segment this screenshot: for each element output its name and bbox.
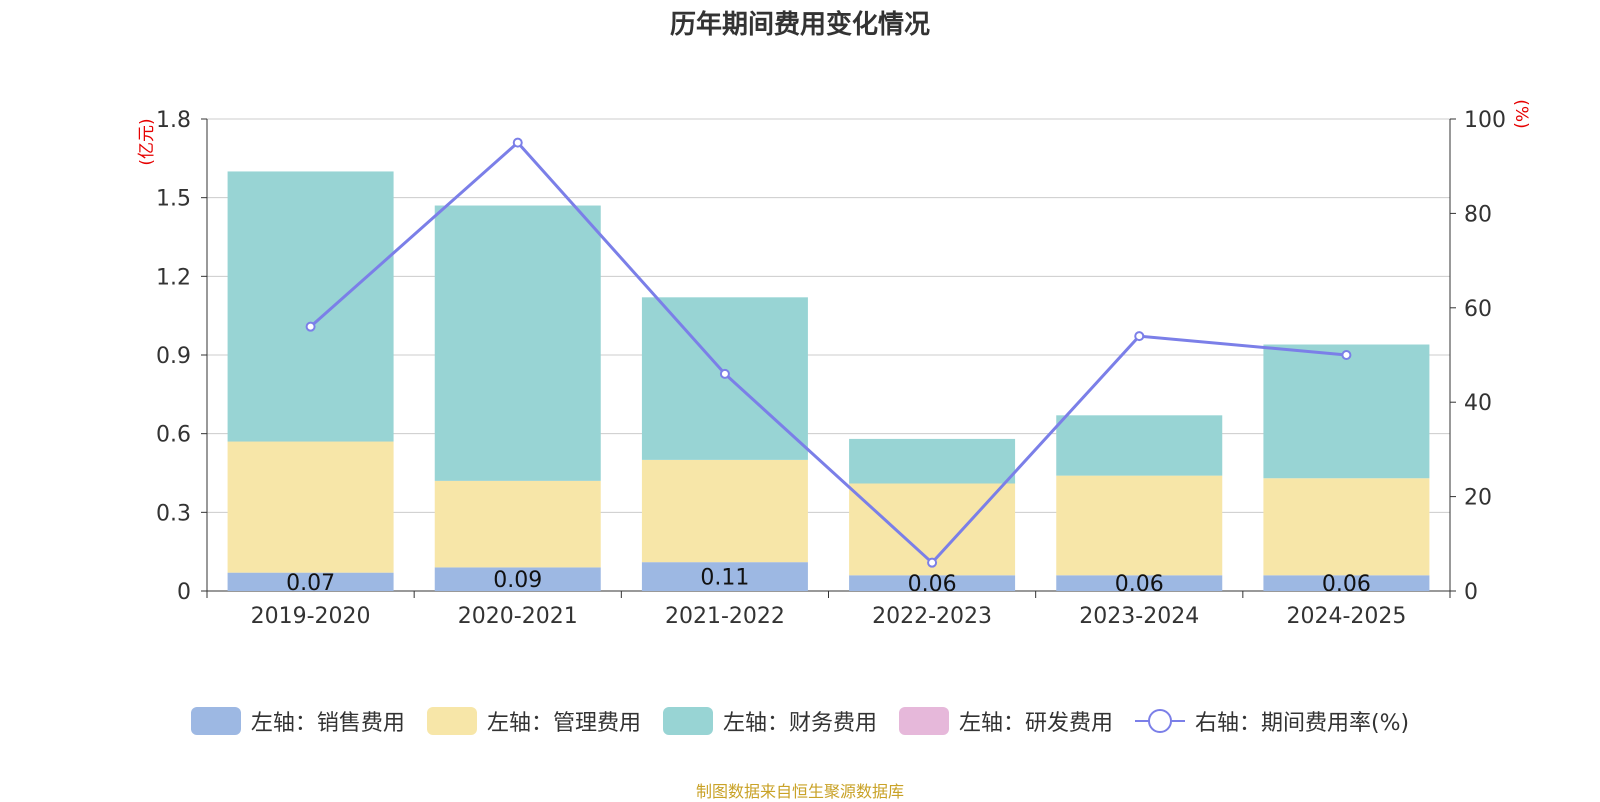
right-axis-tick-label: 60: [1464, 297, 1492, 322]
legend-swatch: [426, 707, 477, 735]
legend-swatch: [662, 707, 713, 735]
bar-segment: [1263, 575, 1430, 591]
bar-segment: [1056, 415, 1223, 476]
x-axis-tick-label: 2020-2021: [458, 604, 578, 629]
legend-label: 左轴：研发费用: [958, 711, 1113, 736]
legend-label: 右轴：期间费用率(%): [1194, 711, 1410, 736]
x-axis-tick-label: 2022-2023: [872, 604, 992, 629]
legend-label: 左轴：财务费用: [722, 711, 877, 736]
right-axis-tick-label: 80: [1464, 202, 1492, 227]
rate-point: [305, 321, 316, 332]
right-axis-tick-label: 0: [1464, 580, 1478, 605]
left-axis-tick-label: 1.8: [156, 108, 191, 133]
right-axis-unit: (%): [1511, 99, 1531, 128]
left-axis-tick-label: 1.2: [156, 265, 191, 290]
right-axis-tick-label: 40: [1464, 391, 1492, 416]
bar-segment: [1263, 478, 1430, 576]
bar-data-label: 0.07: [286, 571, 335, 596]
left-axis-tick-label: 0: [177, 580, 191, 605]
legend-label: 左轴：销售费用: [250, 711, 405, 736]
legend-swatch: [898, 707, 949, 735]
left-axis-tick-label: 0.6: [156, 423, 191, 448]
rate-point: [927, 557, 938, 568]
legend-item[interactable]: 右轴：期间费用率(%): [1134, 705, 1410, 737]
legend-item[interactable]: 左轴：财务费用: [662, 705, 877, 737]
legend-label: 左轴：管理费用: [486, 711, 641, 736]
bar-segment: [227, 572, 394, 591]
x-axis-tick-label: 2023-2024: [1079, 604, 1199, 629]
legend-item[interactable]: 左轴：研发费用: [898, 705, 1113, 737]
bar-segment: [1056, 575, 1223, 591]
bar-segment: [849, 575, 1016, 591]
chart-title: 历年期间费用变化情况: [669, 10, 930, 40]
bar-segment: [227, 171, 394, 442]
bar-data-label: 0.06: [1322, 572, 1371, 597]
rate-line: [309, 140, 1347, 565]
bar-segment: [641, 459, 808, 563]
bar-segment: [1263, 344, 1430, 479]
bar-data-label: 0.06: [1115, 572, 1164, 597]
right-axis-tick-label: 20: [1464, 486, 1492, 511]
bar-data-label: 0.09: [493, 568, 542, 593]
rate-point: [1341, 350, 1352, 360]
bar-segment: [1056, 475, 1223, 576]
bar-data-label: 0.06: [908, 572, 957, 597]
x-axis-tick-label: 2024-2025: [1286, 604, 1406, 629]
bar-segment: [849, 438, 1016, 484]
x-axis-tick-label: 2021-2022: [665, 604, 785, 629]
bar-segment: [434, 480, 601, 568]
rate-point: [1134, 331, 1145, 342]
left-axis-tick-label: 0.9: [156, 344, 191, 369]
rate-point: [512, 137, 523, 148]
legend-item[interactable]: 左轴：管理费用: [426, 705, 641, 737]
legend-swatch: [190, 707, 241, 735]
bar-segment: [434, 205, 601, 481]
bar-segment: [641, 562, 808, 591]
bar-data-label: 0.11: [700, 566, 749, 591]
x-axis-tick-label: 2019-2020: [251, 604, 371, 629]
source-note: 制图数据来自恒生聚源数据库: [695, 782, 904, 801]
bar-segment: [227, 441, 394, 573]
bar-segment: [434, 567, 601, 591]
left-axis-tick-label: 0.3: [156, 501, 191, 526]
rate-point: [719, 368, 730, 379]
legend-line-swatch: [1134, 709, 1185, 733]
right-axis-tick-label: 100: [1464, 108, 1506, 133]
left-axis-unit: (亿元): [137, 118, 157, 165]
left-axis-tick-label: 1.5: [156, 187, 191, 212]
legend: 左轴：销售费用 左轴：管理费用 左轴：财务费用 左轴：研发费用 右轴：期间费用率(%): [0, 705, 1600, 737]
legend-item[interactable]: 左轴：销售费用: [190, 705, 405, 737]
